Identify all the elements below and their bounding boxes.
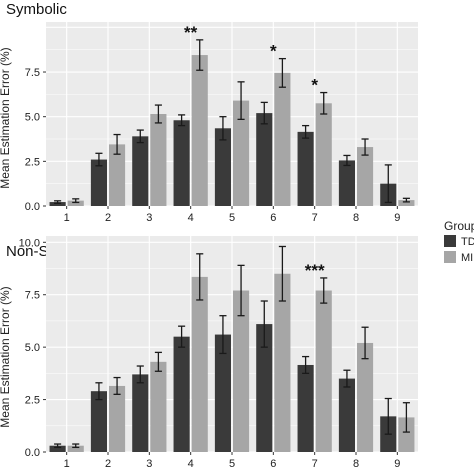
legend: Groups TD MI bbox=[444, 219, 474, 264]
x-tick-label: 3 bbox=[146, 458, 152, 470]
chart-title-symbolic: Symbolic bbox=[6, 1, 67, 18]
bar-mi-7 bbox=[315, 103, 332, 206]
bar-td-7 bbox=[297, 364, 314, 452]
bar-mi-9 bbox=[398, 417, 415, 452]
bar-mi-8 bbox=[357, 147, 374, 206]
bar-mi-5 bbox=[233, 100, 250, 206]
y-axis-label-symbolic: Mean Estimation Error (%) bbox=[0, 47, 12, 188]
x-tick-label: 6 bbox=[270, 458, 276, 470]
significance-marker: ** bbox=[184, 23, 198, 42]
bar-td-6 bbox=[256, 324, 273, 452]
bar-td-2 bbox=[90, 159, 107, 206]
bar-mi-4 bbox=[191, 55, 208, 207]
bar-mi-1 bbox=[67, 200, 84, 206]
x-tick-label: 5 bbox=[229, 212, 235, 224]
bar-td-2 bbox=[90, 391, 107, 452]
bar-mi-8 bbox=[357, 342, 374, 452]
bar-mi-2 bbox=[109, 385, 126, 452]
y-tick-label: 5.0 bbox=[25, 112, 40, 124]
bar-mi-6 bbox=[274, 273, 291, 452]
x-tick-label: 3 bbox=[146, 212, 152, 224]
y-tick-label: 5.0 bbox=[25, 342, 40, 354]
y-tick-label: 7.5 bbox=[25, 290, 40, 302]
bar-td-8 bbox=[338, 160, 355, 206]
x-tick-label: 1 bbox=[64, 212, 70, 224]
legend-swatch-td bbox=[444, 235, 456, 247]
y-tick-label: 0.0 bbox=[25, 447, 40, 459]
legend-label-mi: MI bbox=[461, 252, 473, 264]
y-tick-label: 7.5 bbox=[25, 67, 40, 79]
bar-mi-4 bbox=[191, 276, 208, 452]
x-tick-label: 7 bbox=[312, 212, 318, 224]
legend-title: Groups bbox=[444, 219, 474, 233]
x-tick-label: 9 bbox=[394, 212, 400, 224]
significance-marker: * bbox=[311, 76, 318, 95]
bar-td-4 bbox=[173, 336, 190, 452]
x-tick-label: 6 bbox=[270, 212, 276, 224]
bar-td-6 bbox=[256, 113, 273, 206]
x-tick-label: 9 bbox=[394, 458, 400, 470]
y-axis-label-non-symbolic: Mean Estimation Error (%) bbox=[0, 286, 12, 427]
bar-mi-5 bbox=[233, 290, 250, 452]
bar-td-5 bbox=[214, 334, 231, 452]
bar-mi-3 bbox=[150, 114, 167, 206]
bar-mi-1 bbox=[67, 445, 84, 452]
y-tick-label: 10.0 bbox=[19, 237, 40, 249]
y-tick-label: 2.5 bbox=[25, 395, 40, 407]
bar-mi-2 bbox=[109, 144, 126, 206]
bar-td-8 bbox=[338, 378, 355, 452]
significance-marker: * bbox=[270, 42, 277, 61]
bar-td-1 bbox=[49, 202, 66, 206]
bar-mi-3 bbox=[150, 361, 167, 452]
x-tick-label: 2 bbox=[105, 212, 111, 224]
bar-mi-7 bbox=[315, 290, 332, 452]
legend-label-td: TD bbox=[461, 236, 474, 248]
bar-td-7 bbox=[297, 131, 314, 206]
legend-swatch-mi bbox=[444, 251, 456, 263]
x-tick-label: 4 bbox=[188, 212, 194, 224]
bar-td-3 bbox=[132, 374, 149, 452]
bar-td-3 bbox=[132, 136, 149, 206]
x-tick-label: 4 bbox=[188, 458, 194, 470]
x-tick-label: 8 bbox=[353, 212, 359, 224]
y-tick-label: 0.0 bbox=[25, 201, 40, 213]
x-tick-label: 1 bbox=[64, 458, 70, 470]
x-tick-label: 5 bbox=[229, 458, 235, 470]
x-tick-label: 7 bbox=[312, 458, 318, 470]
bar-td-5 bbox=[214, 128, 231, 206]
y-tick-label: 2.5 bbox=[25, 156, 40, 168]
bar-td-4 bbox=[173, 120, 190, 206]
x-tick-label: 8 bbox=[353, 458, 359, 470]
significance-marker: *** bbox=[305, 261, 325, 280]
bar-mi-9 bbox=[398, 200, 415, 206]
x-tick-label: 2 bbox=[105, 458, 111, 470]
bar-td-1 bbox=[49, 445, 66, 452]
bar-mi-6 bbox=[274, 72, 291, 206]
